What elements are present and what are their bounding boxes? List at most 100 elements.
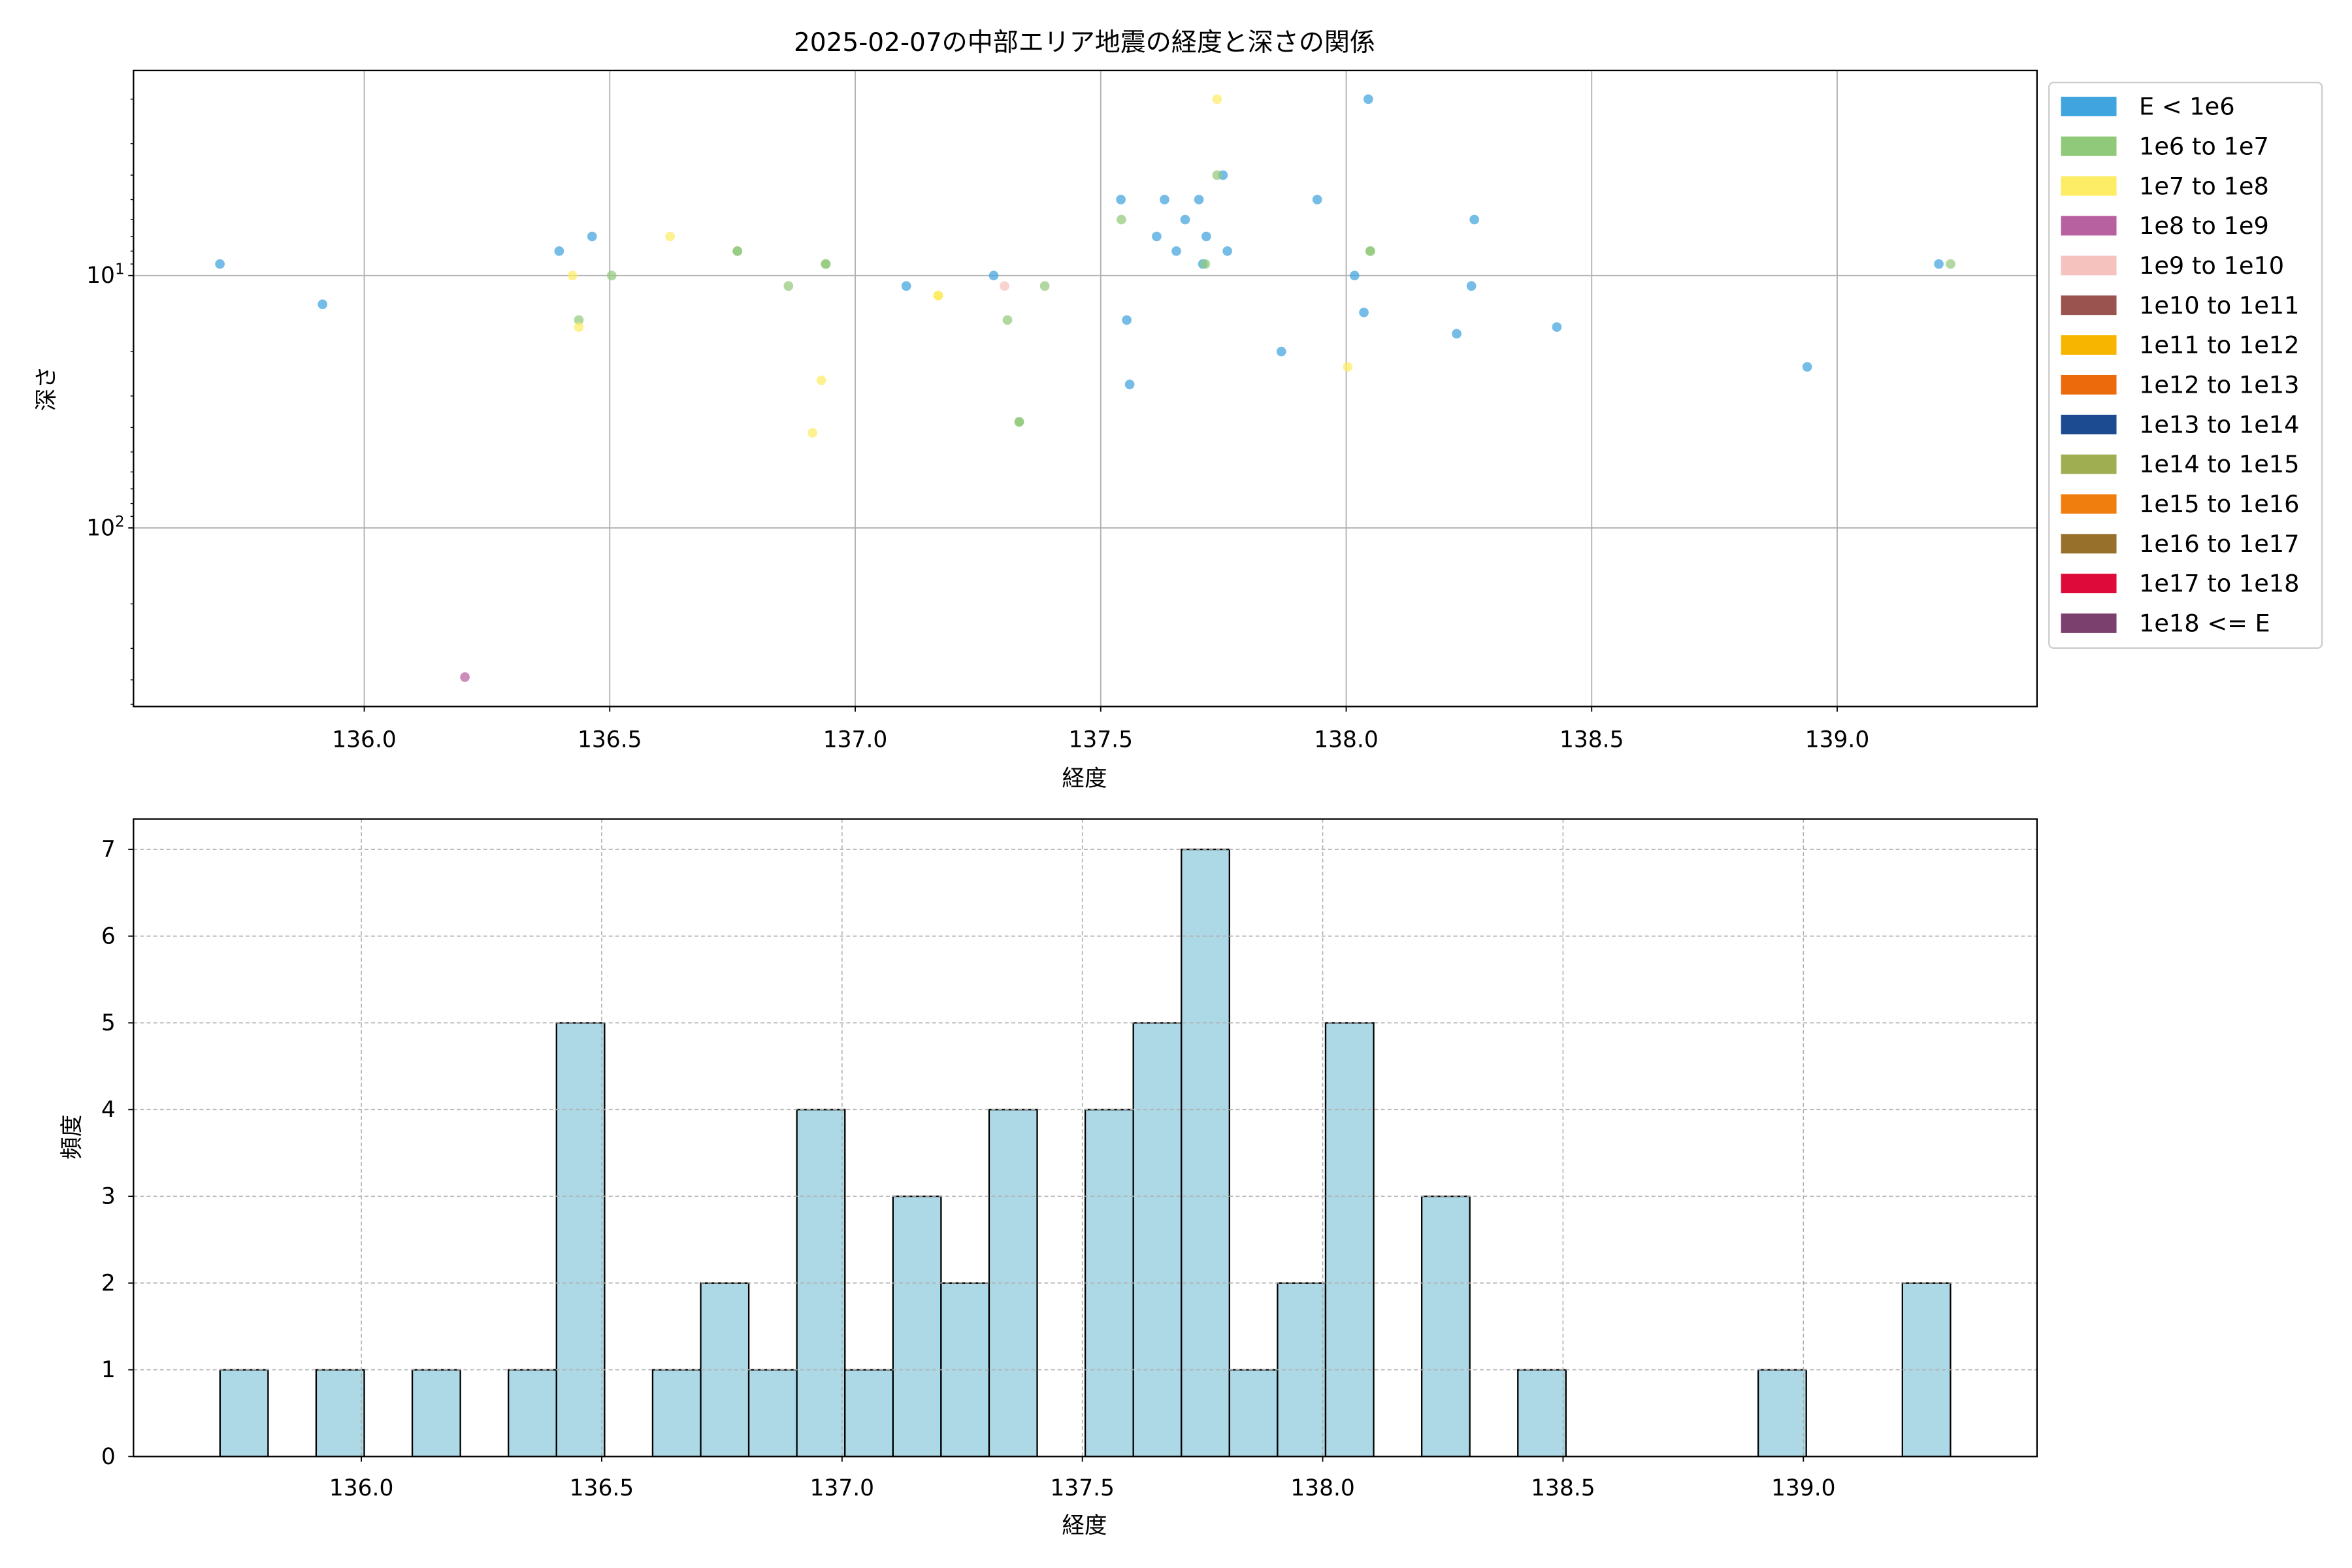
histogram-bar bbox=[1228, 1369, 1279, 1458]
histogram-bar bbox=[508, 1369, 557, 1458]
scatter-point bbox=[554, 246, 564, 256]
histogram-bar bbox=[1181, 848, 1230, 1458]
histogram-bar bbox=[651, 1369, 702, 1458]
legend-swatch bbox=[2061, 335, 2117, 355]
histogram-bar bbox=[1132, 1022, 1183, 1458]
scatter-point bbox=[1039, 281, 1050, 291]
scatter-point bbox=[988, 270, 999, 281]
scatter-point bbox=[1802, 362, 1812, 372]
histogram-y-tick-label: 4 bbox=[101, 1097, 116, 1123]
legend-label: 1e12 to 1e13 bbox=[2139, 371, 2300, 399]
scatter-point bbox=[1466, 281, 1477, 291]
scatter-y-tick-exponent: 1 bbox=[115, 261, 125, 278]
scatter-point bbox=[1363, 94, 1373, 105]
scatter-point bbox=[1171, 246, 1181, 256]
scatter-point bbox=[1276, 346, 1286, 357]
histogram-y-tick-label: 2 bbox=[101, 1270, 116, 1296]
scatter-panel: 136.0 136.5 137.0 137.5 138.0 138.5 139.010110… bbox=[34, 69, 2038, 792]
histogram-bar bbox=[411, 1369, 461, 1458]
scatter-y-tick-label: 102 bbox=[86, 514, 124, 542]
scatter-point bbox=[1469, 214, 1480, 225]
histogram-bar bbox=[555, 1022, 606, 1458]
legend: E < 1e6 1e6 to 1e7 1e7 to 1e8 1e8 to 1e9 1e9… bbox=[2048, 82, 2323, 649]
histogram-bar bbox=[219, 1369, 269, 1458]
scatter-point bbox=[783, 281, 794, 291]
histogram-bar bbox=[1517, 1369, 1567, 1458]
legend-label: 1e18 <= E bbox=[2139, 610, 2270, 638]
scatter-x-tick-label: 137.0 bbox=[823, 727, 888, 753]
histogram-y-tick-label: 6 bbox=[101, 923, 116, 949]
scatter-point bbox=[606, 270, 617, 281]
histogram-grid bbox=[133, 819, 2037, 1458]
scatter-point bbox=[1934, 259, 1944, 269]
histogram-bar bbox=[747, 1369, 798, 1458]
scatter-point bbox=[808, 428, 817, 438]
scatter-point bbox=[1116, 214, 1126, 225]
histogram-x-tick-label: 138.5 bbox=[1531, 1475, 1595, 1501]
histogram-bar bbox=[1420, 1195, 1471, 1458]
scatter-point bbox=[1014, 417, 1024, 427]
legend-label: 1e10 to 1e11 bbox=[2139, 291, 2300, 319]
legend-swatch bbox=[2061, 136, 2117, 156]
histogram-ticks: 136.0 136.5 137.0 137.5 138.0 138.5 139.0 0 1 2 3 4… bbox=[101, 837, 1836, 1502]
scatter-y-tick-exponent: 2 bbox=[115, 514, 125, 531]
scatter-point bbox=[318, 299, 328, 310]
histogram-y-tick-label: 1 bbox=[101, 1357, 116, 1383]
scatter-x-tick-label: 137.5 bbox=[1068, 727, 1133, 753]
scatter-point bbox=[1200, 259, 1211, 269]
scatter-y-tick-base: 10 bbox=[86, 515, 115, 542]
legend-label: 1e6 to 1e7 bbox=[2139, 132, 2269, 160]
scatter-point bbox=[1343, 362, 1353, 372]
legend-box bbox=[2048, 82, 2323, 649]
histogram-bar bbox=[1324, 1022, 1375, 1458]
scatter-point bbox=[1312, 195, 1322, 204]
scatter-point bbox=[1359, 307, 1369, 318]
scatter-points bbox=[215, 94, 1955, 682]
legend-swatch bbox=[2061, 414, 2117, 434]
legend-swatch bbox=[2061, 494, 2117, 514]
legend-label: 1e7 to 1e8 bbox=[2139, 172, 2269, 200]
histogram-y-tick-label: 0 bbox=[101, 1444, 116, 1470]
histogram-panel: 136.0 136.5 137.0 137.5 138.0 138.5 139.0 0 1 2 3 4… bbox=[59, 818, 2038, 1539]
scatter-point bbox=[1152, 231, 1162, 242]
legend-swatch bbox=[2061, 374, 2117, 395]
histogram-x-tick-label: 137.0 bbox=[810, 1475, 875, 1501]
legend-label: 1e15 to 1e16 bbox=[2139, 490, 2300, 518]
legend-entries: E < 1e6 1e6 to 1e7 1e7 to 1e8 1e8 to 1e9 1e9… bbox=[2061, 93, 2300, 638]
scatter-point bbox=[1002, 315, 1013, 325]
legend-label: 1e11 to 1e12 bbox=[2139, 331, 2300, 359]
scatter-x-tick-label: 138.0 bbox=[1314, 727, 1379, 753]
scatter-point bbox=[574, 315, 584, 325]
legend-label: 1e13 to 1e14 bbox=[2139, 410, 2300, 438]
legend-label: 1e17 to 1e18 bbox=[2139, 570, 2300, 598]
legend-swatch bbox=[2061, 454, 2117, 474]
legend-label: 1e9 to 1e10 bbox=[2139, 252, 2284, 280]
legend-swatch bbox=[2061, 534, 2117, 554]
scatter-point bbox=[1124, 380, 1135, 389]
legend-swatch bbox=[2061, 295, 2117, 316]
scatter-point bbox=[1946, 259, 1955, 269]
legend-swatch bbox=[2061, 216, 2117, 236]
scatter-point bbox=[587, 231, 597, 242]
scatter-point bbox=[1160, 195, 1169, 204]
histogram-x-tick-label: 136.0 bbox=[329, 1475, 394, 1501]
chart-title: 2025-02-07の中部エリア地震の経度と深さの関係 bbox=[794, 28, 1375, 57]
scatter-y-axis-label: 深さ bbox=[34, 366, 60, 411]
scatter-ticks: 136.0 136.5 137.0 137.5 138.0 138.5 139.010110… bbox=[86, 99, 1869, 753]
histogram-x-tick-label: 139.0 bbox=[1771, 1475, 1836, 1501]
histogram-x-axis-label: 経度 bbox=[1062, 1512, 1107, 1539]
histogram-y-tick-label: 7 bbox=[101, 837, 116, 863]
scatter-point bbox=[821, 259, 831, 269]
scatter-point bbox=[1000, 281, 1009, 291]
histogram-x-tick-label: 137.5 bbox=[1050, 1475, 1115, 1501]
legend-swatch bbox=[2061, 613, 2117, 633]
scatter-x-tick-label: 136.5 bbox=[578, 727, 642, 753]
scatter-x-tick-label: 139.0 bbox=[1805, 727, 1870, 753]
scatter-point bbox=[732, 246, 743, 256]
histogram-x-tick-label: 136.5 bbox=[570, 1475, 634, 1501]
histogram-bar bbox=[844, 1369, 894, 1458]
scatter-point bbox=[1552, 322, 1562, 332]
scatter-point bbox=[567, 270, 578, 281]
histogram-bar bbox=[892, 1195, 942, 1458]
